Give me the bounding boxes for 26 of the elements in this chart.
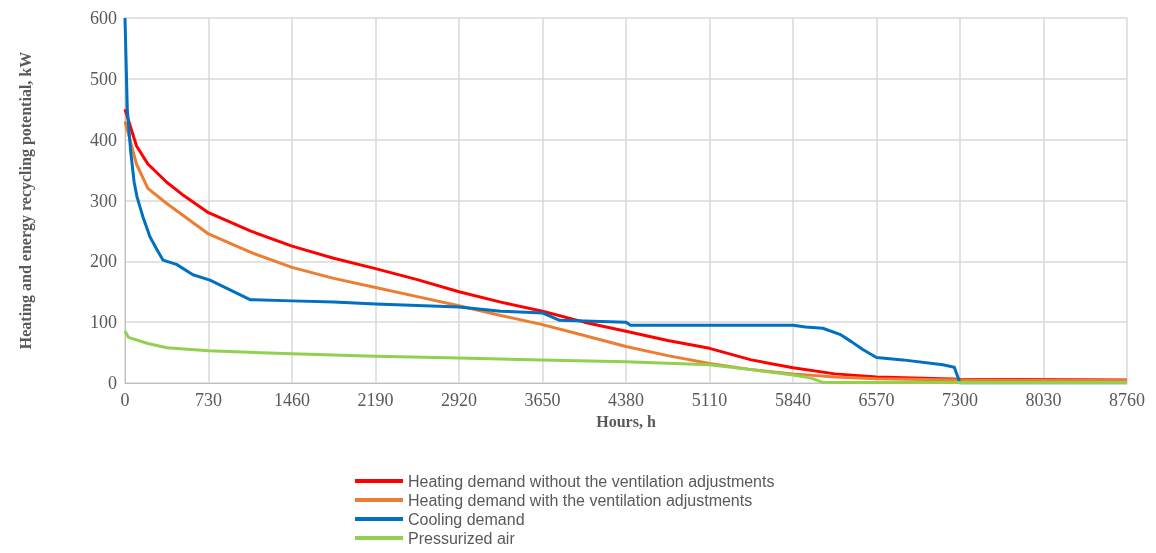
x-tick-label: 4380 bbox=[608, 390, 644, 410]
x-tick-label: 6570 bbox=[858, 390, 895, 410]
x-tick-label: 730 bbox=[195, 390, 222, 410]
x-tick-label: 3650 bbox=[524, 390, 561, 410]
x-tick-label: 2920 bbox=[441, 390, 477, 410]
x-tick-label: 7300 bbox=[942, 390, 978, 410]
y-tick-label: 500 bbox=[90, 68, 117, 89]
legend-label: Cooling demand bbox=[408, 510, 525, 528]
x-tick-label: 8030 bbox=[1025, 390, 1062, 410]
legend-label: Heating demand without the ventilation adjustments bbox=[408, 472, 775, 490]
y-tick-label: 100 bbox=[90, 312, 117, 333]
legend-label: Pressurized air bbox=[408, 529, 516, 547]
x-axis-title: Hours, h bbox=[596, 413, 656, 431]
y-axis-title: Heating and energy recycling potential, kW bbox=[16, 51, 35, 350]
y-tick-label: 600 bbox=[90, 8, 117, 28]
x-tick-label: 0 bbox=[120, 390, 130, 410]
y-tick-label: 0 bbox=[108, 373, 117, 393]
legend-label: Heating demand with the ventilation adjustments bbox=[408, 491, 753, 509]
x-tick-label: 1460 bbox=[274, 390, 310, 410]
x-tick-label: 5110 bbox=[691, 390, 728, 410]
x-tick-label: 2190 bbox=[357, 390, 394, 410]
y-tick-label: 300 bbox=[90, 190, 117, 211]
y-tick-label: 400 bbox=[90, 129, 117, 150]
x-tick-label: 8760 bbox=[1109, 390, 1145, 410]
y-tick-label: 200 bbox=[90, 251, 117, 272]
x-tick-label: 5840 bbox=[775, 390, 811, 410]
